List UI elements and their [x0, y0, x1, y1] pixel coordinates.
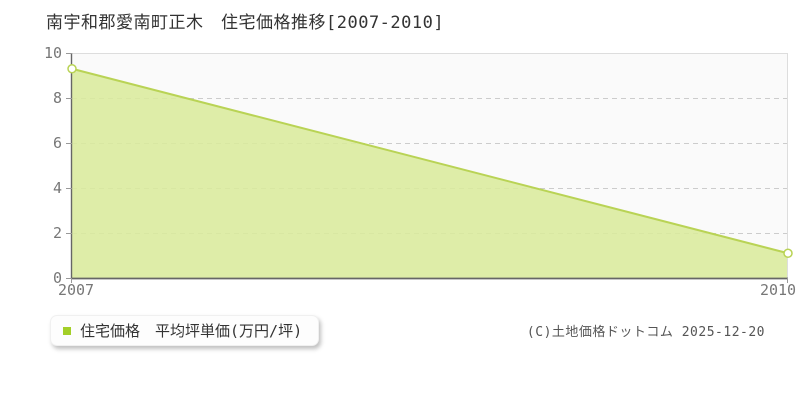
copyright-text: (C)土地価格ドットコム 2025-12-20	[526, 325, 765, 340]
y-tick-label: 6	[52, 134, 62, 152]
area-fill	[72, 68, 788, 278]
data-point-marker[interactable]	[783, 248, 793, 258]
y-tick-label: 2	[52, 224, 62, 242]
chart-title: 南宇和郡愛南町正木 住宅価格推移[2007-2010]	[46, 13, 445, 33]
price-trend-area-chart	[66, 53, 793, 283]
data-point-marker[interactable]	[67, 64, 77, 74]
legend-series-marker-icon	[63, 326, 71, 335]
x-tick-label: 2010	[759, 281, 797, 299]
legend-series-label: 住宅価格 平均坪単価(万円/坪)	[80, 322, 303, 340]
y-tick-label: 10	[43, 44, 62, 62]
y-tick-label: 8	[52, 89, 62, 107]
x-tick-label: 2007	[57, 281, 95, 299]
y-tick-label: 0	[52, 269, 62, 287]
legend: 住宅価格 平均坪単価(万円/坪)	[50, 315, 320, 346]
series-line	[71, 67, 789, 255]
y-tick-label: 4	[52, 179, 62, 197]
